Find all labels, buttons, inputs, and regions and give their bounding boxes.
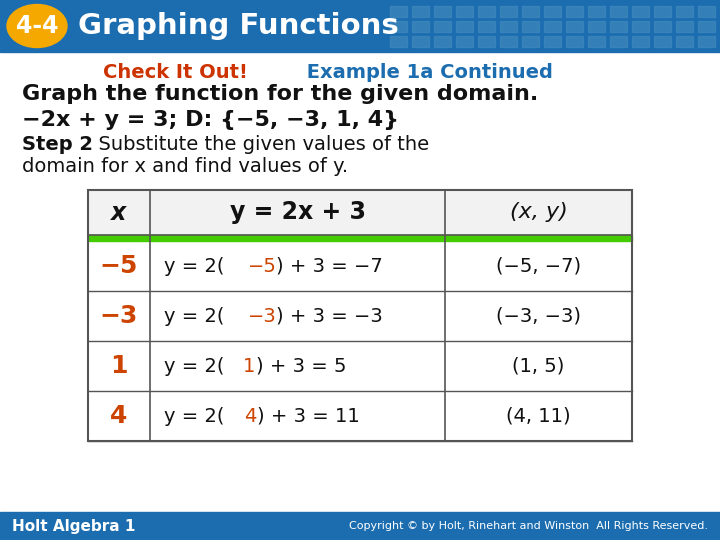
Text: (1, 5): (1, 5) [513, 356, 564, 375]
Bar [0, 512, 720, 540]
Bar [544, 36, 561, 47]
Bar [500, 21, 517, 32]
Bar [522, 6, 539, 17]
Bar [0, 52, 720, 512]
Bar [676, 6, 693, 17]
Bar [632, 21, 649, 32]
Bar [676, 21, 693, 32]
Bar [588, 21, 605, 32]
Bar [500, 6, 517, 17]
Bar [610, 21, 627, 32]
Bar [390, 36, 407, 47]
Bar [588, 36, 605, 47]
Text: (−3, −3): (−3, −3) [496, 307, 581, 326]
Text: (4, 11): (4, 11) [506, 407, 571, 426]
Text: (−5, −7): (−5, −7) [496, 256, 581, 275]
Text: Step 2: Step 2 [22, 136, 93, 154]
Bar [676, 36, 693, 47]
Ellipse shape [7, 4, 67, 48]
Text: −3: −3 [100, 304, 138, 328]
Text: ) + 3 = 11: ) + 3 = 11 [257, 407, 360, 426]
Bar [88, 341, 632, 391]
Text: −2x + y = 3; D: {−5, −3, 1, 4}: −2x + y = 3; D: {−5, −3, 1, 4} [22, 110, 399, 130]
Bar [0, 52, 720, 512]
Text: −5: −5 [248, 256, 277, 275]
Text: y = 2(: y = 2( [164, 256, 225, 275]
Text: −3: −3 [248, 307, 277, 326]
Text: x: x [112, 200, 127, 225]
Bar [88, 391, 632, 441]
Bar [588, 6, 605, 17]
Text: 1: 1 [243, 356, 256, 375]
Bar [456, 21, 473, 32]
Bar [456, 36, 473, 47]
Text: Graph the function for the given domain.: Graph the function for the given domain. [22, 84, 539, 104]
Bar [698, 21, 715, 32]
Text: ) + 3 = −7: ) + 3 = −7 [276, 256, 383, 275]
Text: Check It Out!: Check It Out! [104, 63, 248, 82]
Text: y = 2(: y = 2( [164, 407, 225, 426]
Text: y = 2(: y = 2( [164, 356, 225, 375]
Bar [434, 6, 451, 17]
Bar [434, 36, 451, 47]
Bar [478, 6, 495, 17]
Text: Substitute the given values of the: Substitute the given values of the [86, 136, 429, 154]
Bar [88, 291, 632, 341]
Bar [390, 21, 407, 32]
Text: y = 2(1) + 3 = 5: y = 2(1) + 3 = 5 [164, 356, 328, 375]
Bar [88, 190, 632, 235]
Bar [390, 6, 407, 17]
Text: y = 2(−3) + 3 = −3: y = 2(−3) + 3 = −3 [164, 307, 360, 326]
Bar [478, 21, 495, 32]
Text: −5: −5 [100, 254, 138, 278]
Text: ) + 3 = 5: ) + 3 = 5 [256, 356, 346, 375]
Bar [0, 0, 720, 52]
Bar [632, 36, 649, 47]
Text: ) + 3 = −3: ) + 3 = −3 [276, 307, 383, 326]
Text: 4: 4 [244, 407, 256, 426]
Bar [698, 6, 715, 17]
Bar [654, 6, 671, 17]
Bar [610, 6, 627, 17]
Bar [412, 6, 429, 17]
Bar [566, 36, 583, 47]
Text: 4: 4 [110, 404, 127, 428]
Bar [522, 21, 539, 32]
Bar [654, 36, 671, 47]
Bar [412, 21, 429, 32]
Text: Copyright © by Holt, Rinehart and Winston  All Rights Reserved.: Copyright © by Holt, Rinehart and Winsto… [349, 521, 708, 531]
Bar [500, 36, 517, 47]
Bar [522, 36, 539, 47]
Text: 4-4: 4-4 [16, 14, 58, 38]
Bar [434, 21, 451, 32]
Bar [544, 21, 561, 32]
Text: domain for x and find values of y.: domain for x and find values of y. [22, 158, 348, 177]
Text: Example 1a Continued: Example 1a Continued [300, 63, 552, 82]
Bar [654, 21, 671, 32]
Bar [610, 36, 627, 47]
Bar [456, 6, 473, 17]
Bar [88, 190, 632, 441]
Text: y = 2x + 3: y = 2x + 3 [230, 200, 366, 225]
Text: Graphing Functions: Graphing Functions [78, 12, 399, 40]
Bar [88, 241, 632, 291]
Text: Holt Algebra 1: Holt Algebra 1 [12, 518, 135, 534]
Text: y = 2(−5) + 3 = −7: y = 2(−5) + 3 = −7 [164, 256, 360, 275]
Bar [412, 36, 429, 47]
Bar [544, 6, 561, 17]
Bar [566, 6, 583, 17]
Text: Check It Out! Example 1a Continued: Check It Out! Example 1a Continued [161, 63, 559, 82]
Bar [88, 190, 632, 441]
Text: (x, y): (x, y) [510, 202, 567, 222]
Bar [478, 36, 495, 47]
Text: 1: 1 [110, 354, 127, 378]
Text: y = 2(4) + 3 = 11: y = 2(4) + 3 = 11 [164, 407, 340, 426]
Bar [566, 21, 583, 32]
Bar [698, 36, 715, 47]
Bar [632, 6, 649, 17]
Text: y = 2(: y = 2( [164, 307, 225, 326]
Bar [88, 235, 632, 241]
